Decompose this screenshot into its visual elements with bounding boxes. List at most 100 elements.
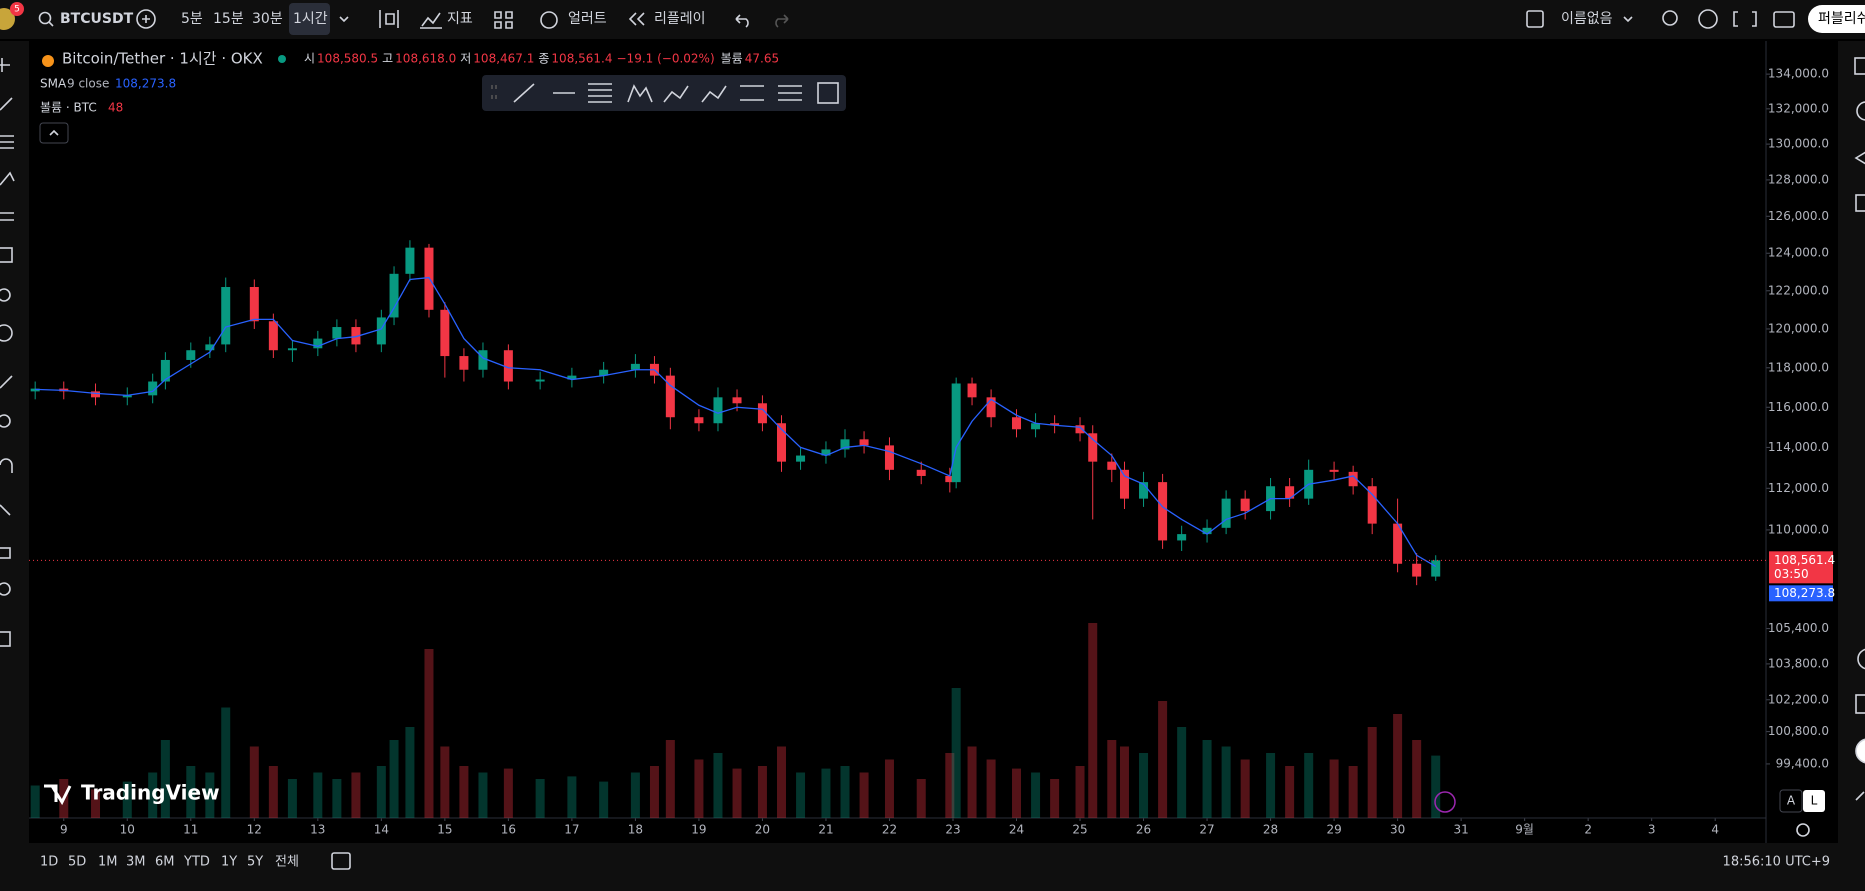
lock-tool[interactable] [0,547,11,559]
float-elliott[interactable] [663,85,689,103]
bottom-bar [0,843,1865,891]
indicators-button[interactable]: 지표 [447,11,473,27]
text-tool[interactable] [0,288,11,302]
shape-tool[interactable] [0,247,13,263]
forecast-tool[interactable] [0,212,14,221]
alert-icon[interactable] [540,11,558,29]
alerts-panel[interactable] [1856,101,1865,121]
float-fib[interactable] [588,83,612,103]
redo-button[interactable] [775,14,789,28]
alert-button[interactable]: 얼러트 [568,11,607,27]
chat-button[interactable] [1855,738,1865,764]
news-button[interactable] [1855,194,1865,212]
float-channel[interactable] [778,85,802,101]
x-tick-label: 22 [882,823,897,837]
calendar-button[interactable] [1855,694,1865,714]
volume-bar [1304,753,1314,818]
settings-button[interactable] [1698,9,1718,29]
icon-tool[interactable] [0,324,13,342]
ohlc-label: 저 [460,52,471,66]
float-range[interactable] [740,85,764,101]
replay-icon[interactable] [628,12,645,26]
interval-button[interactable]: 30분 [252,11,283,27]
replay-button[interactable]: 리플레이 [654,11,706,27]
range-button[interactable]: 1D [40,855,58,870]
axis-settings[interactable] [1796,823,1810,837]
magnet-tool[interactable] [0,458,13,473]
fullscreen-button[interactable] [1733,11,1757,27]
indicators-icon[interactable] [420,12,442,29]
float-pattern[interactable] [627,84,653,103]
interval-button[interactable]: 15분 [213,11,244,27]
lock-drawings[interactable] [0,504,11,516]
layout-name[interactable]: 이름없음 [1561,11,1613,27]
x-tick-label: 28 [1263,823,1278,837]
watchlist-button[interactable] [1854,57,1865,75]
snapshot-button[interactable] [1773,11,1795,28]
zoom-tool[interactable] [0,414,11,428]
log-scale[interactable] [1803,790,1825,812]
pine-button[interactable] [1855,791,1865,801]
interval-dropdown[interactable] [339,16,349,23]
layout-icon[interactable] [1526,10,1544,28]
sma-line [35,276,1437,568]
range-button[interactable]: 5Y [247,855,263,870]
candle-body [1139,482,1149,499]
interval-button[interactable]: 5분 [181,11,203,27]
crosshair-tool[interactable] [0,58,10,72]
chart-type-icon[interactable] [379,10,399,28]
ideas-button[interactable] [1857,648,1865,670]
undo-button[interactable] [735,14,749,28]
range-button[interactable]: 1M [98,855,118,870]
range-button[interactable]: 전체 [275,855,299,870]
go-to-date[interactable] [331,852,351,870]
fib-tool[interactable] [0,135,14,149]
quick-search[interactable] [1662,10,1678,26]
collapse-legend[interactable] [39,122,69,144]
publish-button[interactable] [1808,5,1865,33]
range-button[interactable]: 6M [155,855,175,870]
volume-bar [859,772,869,818]
delete-tool[interactable] [0,631,11,647]
templates-icon[interactable] [494,11,513,29]
candle-body [1202,527,1212,535]
x-tick-label: 31 [1453,823,1468,837]
volume-bar [796,772,806,818]
data-window[interactable] [1854,151,1865,165]
symbol[interactable]: BTCUSDT [60,11,134,27]
volume-bar [732,768,742,818]
measure-tool[interactable] [0,375,13,389]
x-tick-label: 16 [501,823,516,837]
x-tick-label: 17 [564,823,579,837]
auto-scale[interactable] [1779,789,1803,813]
replay-indicator[interactable] [1434,791,1456,813]
float-trend[interactable] [513,83,535,103]
x-tick-label: 20 [755,823,770,837]
float-rect[interactable] [817,82,839,104]
search-icon[interactable] [38,11,52,25]
x-tick-label: 2 [1584,823,1592,837]
range-button[interactable]: YTD [183,855,210,870]
pattern-tool[interactable] [0,171,15,186]
candle-body [91,391,101,398]
float-abcd[interactable] [701,85,727,103]
y-tick-label: 130,000.0 [1768,137,1829,151]
range-button[interactable]: 3M [126,855,146,870]
volume-bar [776,746,786,818]
volume-bar [249,746,259,818]
hide-tool[interactable] [0,582,11,596]
compare-button[interactable] [136,9,156,29]
sma-tag-label: 108,273.8 [1774,586,1835,600]
range-button[interactable]: 1Y [221,855,237,870]
x-tick-label: 30 [1390,823,1405,837]
plot-area: 134,000.0 132,000.0 130,000.0 128,000.0 126,… [29,41,1835,843]
volume-bar [205,772,215,818]
volume-bar [535,779,545,818]
avatar[interactable] [0,8,15,30]
layout-dropdown[interactable] [1623,16,1633,23]
range-button[interactable]: 5D [68,855,86,870]
trend-tool[interactable] [0,97,13,111]
interval-button[interactable]: 1시간 [293,11,328,27]
volume-bar [91,789,101,818]
candle-body [1285,486,1295,499]
